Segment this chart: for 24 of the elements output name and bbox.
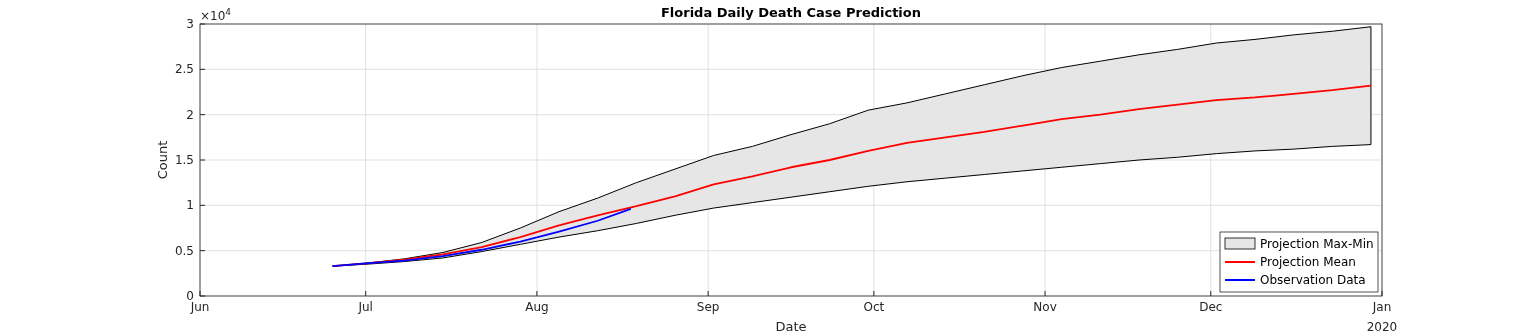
y-tick-label: 2.5	[174, 62, 194, 77]
y-tick-label: 2	[186, 107, 194, 122]
x-tick-label: Aug	[525, 300, 549, 314]
line-series	[331, 208, 632, 267]
x-tick-label: Nov	[1033, 300, 1057, 314]
annotation: Projection Max-Min	[1260, 237, 1374, 251]
y-tick-label: 1.5	[174, 153, 194, 167]
x-axis-title: Date	[775, 319, 807, 334]
y-tick-label: 3	[186, 17, 194, 31]
y-tick-label: 0	[186, 289, 194, 303]
legend-label: Projection Mean	[1260, 255, 1356, 269]
y-tick-label: 0.5	[174, 243, 194, 258]
x-tick-label: Dec	[1199, 300, 1223, 314]
legend-label: Observation Data	[1260, 273, 1366, 287]
chart-title: Florida Daily Death Case Prediction	[660, 5, 922, 20]
text: ×10$^{4}$	[200, 7, 232, 23]
y-axis-title: Count	[155, 140, 170, 180]
x-tick-label: Oct	[863, 300, 885, 314]
x-tick-label: Jan	[1371, 300, 1392, 314]
y-tick-label: 1	[186, 198, 194, 213]
x-tick-label: Jun	[189, 300, 210, 314]
x-tick-label: Jul	[357, 300, 373, 314]
x-tick-label: Sep	[696, 300, 720, 314]
text: 2020	[1366, 320, 1398, 334]
